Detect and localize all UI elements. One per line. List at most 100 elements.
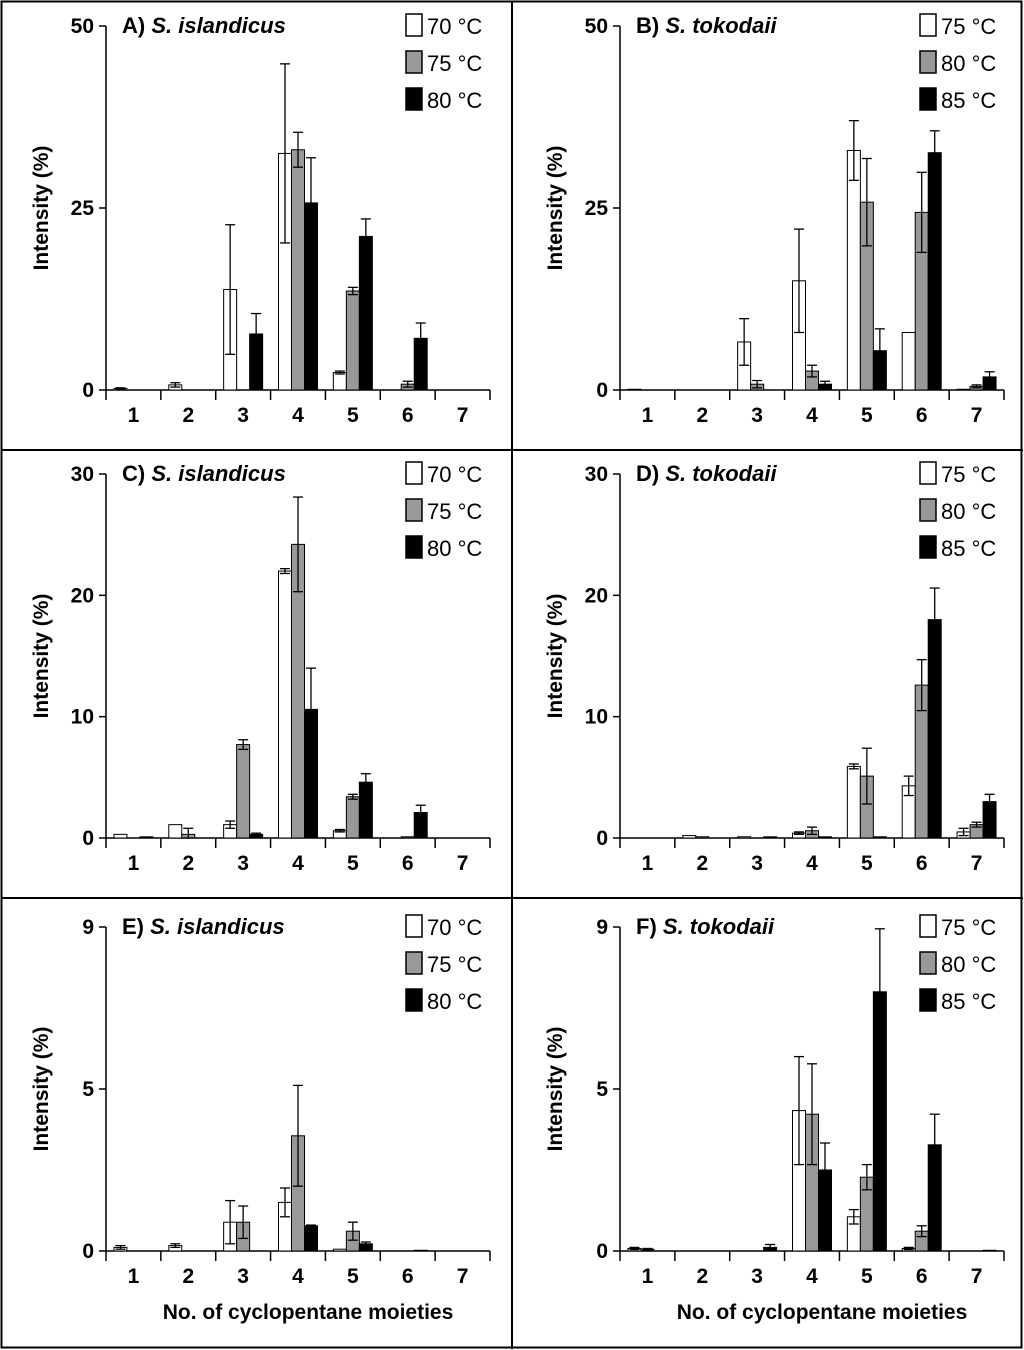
- y-axis-label: Intensity (%): [544, 146, 567, 271]
- x-tick-label: 4: [806, 852, 818, 875]
- bar: [113, 833, 128, 839]
- x-tick-label: 5: [347, 852, 359, 875]
- legend-swatch: [405, 914, 423, 938]
- y-tick-label: 50: [585, 15, 608, 38]
- y-tick-label: 5: [596, 1078, 608, 1101]
- y-tick-label: 0: [82, 1240, 94, 1263]
- x-tick-label: 2: [696, 404, 708, 427]
- legend-swatch: [919, 498, 937, 522]
- x-tick-label: 1: [642, 1265, 654, 1288]
- y-tick-label: 5: [82, 1078, 94, 1101]
- x-tick-label: 1: [128, 404, 140, 427]
- panel-label: C): [122, 461, 151, 486]
- y-tick-label: 10: [71, 706, 94, 729]
- chart-panel-f: 0 5 9 1 2 3 4 5 6 7 Intensity (%) No. of cyclopenta…: [544, 914, 1005, 1324]
- x-tick-label: 3: [237, 404, 249, 427]
- legend-label: 75 °C: [427, 51, 482, 76]
- x-tick-label: 4: [292, 404, 304, 427]
- panel-label: F): [636, 914, 663, 939]
- legend-swatch: [919, 13, 937, 37]
- bar: [901, 331, 916, 391]
- bar: [695, 836, 710, 839]
- y-tick-label: 0: [596, 379, 608, 402]
- legend-swatch: [405, 535, 423, 559]
- bar: [956, 388, 971, 391]
- panel-title: C) S. islandicus: [122, 461, 286, 486]
- y-tick-label: 10: [585, 706, 608, 729]
- legend-label: 70 °C: [427, 462, 482, 487]
- bar: [927, 152, 942, 391]
- bar: [278, 570, 292, 839]
- legend-swatch: [405, 988, 423, 1012]
- y-axis-label: Intensity (%): [30, 146, 53, 271]
- legend-swatch: [405, 13, 423, 37]
- y-tick-label: 0: [82, 827, 94, 850]
- legend-label: 75 °C: [941, 915, 996, 940]
- bar: [846, 765, 861, 839]
- x-tick-label: 4: [806, 1265, 818, 1288]
- panel-label: A): [122, 13, 151, 38]
- y-tick-label: 25: [585, 197, 609, 220]
- bar: [345, 796, 360, 839]
- x-tick-label: 7: [971, 1265, 983, 1288]
- legend-label: 75 °C: [941, 14, 996, 39]
- x-axis-label: No. of cyclopentane moieties: [677, 1301, 968, 1324]
- legend-label: 80 °C: [427, 989, 482, 1014]
- x-tick-label: 7: [457, 404, 469, 427]
- x-tick-label: 2: [182, 1265, 194, 1288]
- bar: [927, 619, 942, 839]
- panel-title: D) S. tokodaii: [636, 461, 777, 486]
- bar: [400, 836, 415, 839]
- x-tick-label: 7: [457, 852, 469, 875]
- x-tick-label: 1: [642, 404, 654, 427]
- y-tick-label: 0: [82, 379, 94, 402]
- bar: [982, 1249, 997, 1252]
- y-tick-label: 30: [71, 463, 94, 486]
- bar: [236, 744, 251, 839]
- y-axis-label: Intensity (%): [30, 594, 53, 719]
- bar: [818, 836, 832, 839]
- x-tick-label: 5: [347, 404, 359, 427]
- y-tick-label: 25: [71, 197, 95, 220]
- x-tick-label: 1: [128, 1265, 140, 1288]
- bar: [682, 835, 697, 839]
- x-tick-label: 3: [751, 852, 763, 875]
- y-axis-label: Intensity (%): [544, 594, 567, 719]
- legend-label: 85 °C: [941, 536, 996, 561]
- legend-swatch: [919, 535, 937, 559]
- x-tick-label: 7: [971, 852, 983, 875]
- bar: [345, 290, 360, 391]
- bar: [358, 235, 373, 391]
- y-tick-label: 20: [585, 584, 608, 607]
- legend-swatch: [919, 914, 937, 938]
- legend-swatch: [405, 461, 423, 485]
- legend-label: 85 °C: [941, 88, 996, 113]
- y-axis-label: Intensity (%): [544, 1027, 567, 1152]
- bar: [872, 836, 887, 839]
- x-tick-label: 5: [861, 404, 873, 427]
- y-tick-label: 9: [596, 916, 608, 939]
- x-tick-label: 4: [806, 404, 818, 427]
- x-tick-label: 5: [861, 852, 873, 875]
- legend-label: 80 °C: [427, 88, 482, 113]
- x-tick-label: 5: [861, 1265, 873, 1288]
- bar: [168, 824, 183, 839]
- y-tick-label: 50: [71, 15, 94, 38]
- y-tick-label: 30: [585, 463, 608, 486]
- legend-swatch: [919, 87, 937, 111]
- panel-label: D): [636, 461, 665, 486]
- legend-label: 80 °C: [941, 51, 996, 76]
- panel-title: A) S. islandicus: [122, 13, 286, 38]
- panel-label: E): [122, 914, 150, 939]
- chart-panel-d: 0 10 20 30 1 2 3 4 5 6 7 Intensity (%) D) S. tokodai…: [544, 461, 1005, 875]
- panel-label: B): [636, 13, 665, 38]
- x-tick-label: 7: [971, 404, 983, 427]
- species-name: S. islandicus: [151, 13, 286, 38]
- species-name: S. tokodaii: [665, 13, 777, 38]
- y-tick-label: 0: [596, 1240, 608, 1263]
- legend-label: 80 °C: [941, 952, 996, 977]
- legend-swatch: [405, 951, 423, 975]
- x-tick-label: 4: [292, 1265, 304, 1288]
- x-tick-label: 2: [182, 404, 194, 427]
